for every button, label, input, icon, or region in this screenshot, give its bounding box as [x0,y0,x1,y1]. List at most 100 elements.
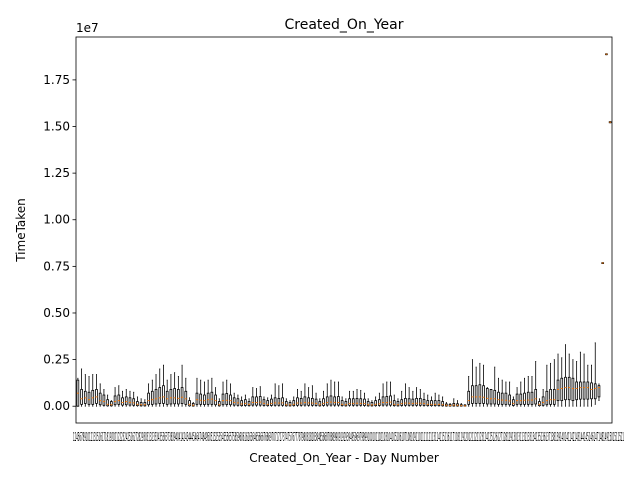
box-29 [180,364,184,407]
box-38 [214,387,217,407]
box-77 [359,389,363,407]
box-136 [579,351,582,407]
box-body [210,391,214,405]
box-132 [564,344,567,407]
box-76 [355,389,359,407]
box-body [214,394,217,406]
x-axis-label: Created_On_Year - Day Number [249,451,439,465]
box-body [411,398,415,406]
box-body [526,391,530,405]
box-body [217,401,221,407]
box-127 [545,364,549,407]
box-95 [426,394,430,407]
box-9 [106,394,109,407]
box-body [385,396,389,406]
box-body [515,393,519,405]
box-23 [158,368,162,407]
box-134 [571,359,575,407]
box-body [541,396,545,406]
box-114 [497,377,500,407]
box-22 [154,374,158,407]
box-135 [575,361,578,407]
box-body [471,385,474,404]
box-5 [91,374,95,407]
box-141 [597,383,601,402]
box-6 [95,374,98,407]
box-body [173,388,176,405]
box-body [482,385,485,404]
box-body [165,390,169,405]
box-body [136,401,139,407]
box-85 [389,381,392,407]
box-96 [430,396,433,407]
box-body [284,401,288,407]
box-body [307,397,310,406]
box-body [575,381,578,401]
box-body [500,392,504,405]
box-25 [165,379,169,407]
box-44 [236,394,240,407]
box-body [296,397,299,406]
box-54 [273,383,277,407]
box-39 [217,398,221,407]
box-body [247,401,251,407]
box-body [333,396,337,406]
box-body [478,384,482,404]
box-body [467,390,471,405]
box-body [552,389,556,405]
box-63 [307,387,310,407]
box-69 [329,379,333,407]
box-78 [363,392,366,407]
box-52 [266,397,270,407]
box-42 [229,383,232,407]
box-body [244,399,247,406]
box-51 [262,396,266,407]
box-body [538,401,541,407]
y-offset-text: 1e7 [76,21,99,35]
box-body [311,397,314,406]
box-body [433,400,437,407]
box-body [147,392,150,406]
box-49 [255,388,258,407]
box-20 [147,383,150,407]
box-62 [303,383,307,407]
box-body [534,389,538,405]
box-body [314,398,318,406]
box-body [549,389,552,405]
box-57 [284,398,288,407]
box-body [154,389,158,405]
box-body [497,391,500,405]
box-109 [478,362,482,407]
box-body [430,400,433,407]
box-body [530,391,534,405]
box-41 [225,379,229,407]
box-body [236,398,240,406]
box-body [299,397,303,406]
box-58 [288,400,292,407]
box-body [143,402,147,407]
box-129 [552,359,556,407]
box-117 [508,381,511,407]
box-body [378,399,381,406]
box-108 [474,366,478,407]
box-89 [404,383,407,407]
box-body [87,391,91,405]
box-88 [400,390,404,407]
box-74 [348,390,351,407]
box-55 [277,385,281,407]
box-body [597,385,601,398]
box-98 [437,394,441,407]
box-126 [541,389,545,407]
box-body [351,398,355,406]
box-18 [139,398,143,407]
box-8 [102,389,106,407]
box-71 [337,381,340,407]
box-10 [110,400,113,407]
box-body [493,389,497,405]
y-axis-label: TimeTaken [14,198,28,263]
box-91 [411,390,415,407]
box-103 [456,400,459,407]
box-14 [124,389,128,407]
box-101 [448,403,452,407]
